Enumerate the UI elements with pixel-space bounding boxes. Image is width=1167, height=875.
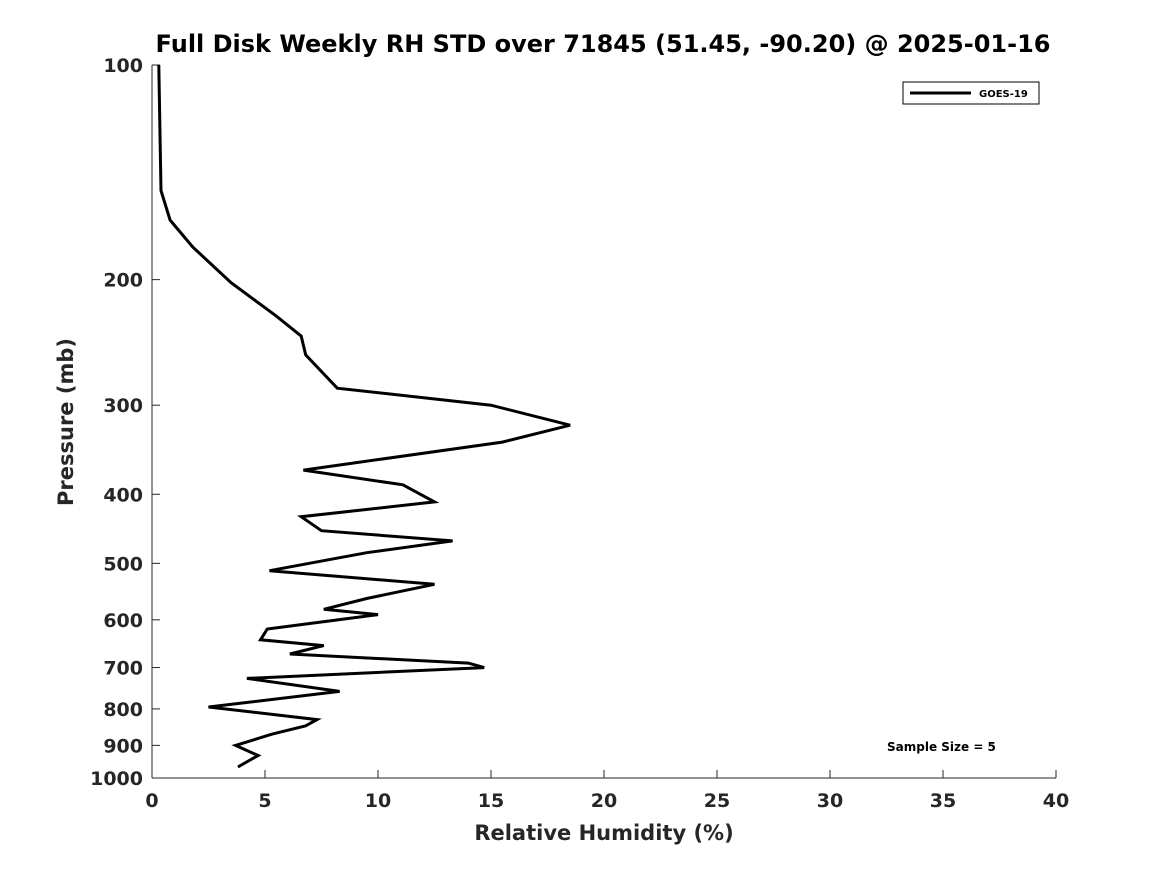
x-tick-label: 5 <box>258 790 271 812</box>
sample-size-annotation: Sample Size = 5 <box>887 740 996 754</box>
x-tick-label: 10 <box>365 790 391 812</box>
y-axis-ticks: 100 200 300 400 500 600 700 800 900 1000 <box>90 55 160 790</box>
x-tick-label: 15 <box>478 790 504 812</box>
x-tick-label: 25 <box>704 790 730 812</box>
y-tick-label: 800 <box>103 699 143 721</box>
y-tick-label: 900 <box>103 735 143 757</box>
y-tick-label: 300 <box>103 395 143 417</box>
y-tick-label: 500 <box>103 553 143 575</box>
legend-entry-goes-19: GOES-19 <box>979 89 1028 100</box>
y-tick-label: 400 <box>103 484 143 506</box>
x-axis-ticks: 0 5 10 15 20 25 30 35 40 <box>145 770 1069 812</box>
y-tick-label: 700 <box>103 658 143 680</box>
chart-title: Full Disk Weekly RH STD over 71845 (51.4… <box>156 30 1051 58</box>
y-tick-label: 100 <box>103 55 143 77</box>
y-tick-label: 200 <box>103 270 143 292</box>
y-tick-label: 600 <box>103 610 143 632</box>
x-tick-label: 40 <box>1043 790 1069 812</box>
x-tick-label: 20 <box>591 790 617 812</box>
x-tick-label: 35 <box>930 790 956 812</box>
x-tick-label: 0 <box>145 790 158 812</box>
y-tick-label: 1000 <box>90 768 143 790</box>
x-tick-label: 30 <box>817 790 843 812</box>
series-line-goes-19 <box>157 64 571 769</box>
x-axis-label: Relative Humidity (%) <box>474 821 733 845</box>
legend: GOES-19 <box>902 81 1040 105</box>
y-axis-label: Pressure (mb) <box>54 338 78 506</box>
